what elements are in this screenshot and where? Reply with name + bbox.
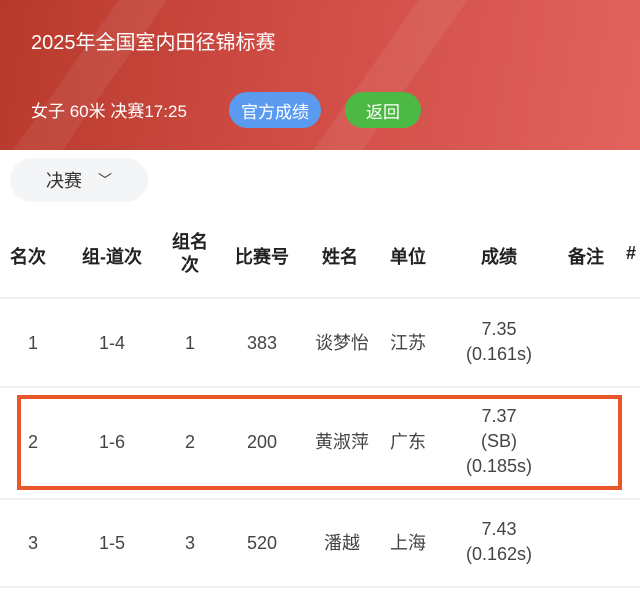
col-header-remark: 备注: [568, 247, 604, 267]
cell-unit: 江苏: [390, 333, 426, 353]
cell-result-time: 7.35: [481, 319, 517, 339]
col-header-rank: 名次: [10, 247, 46, 267]
col-header-unit: 单位: [390, 247, 426, 267]
round-select[interactable]: 决赛 ﹀: [10, 158, 148, 202]
cell-bib: 520: [246, 533, 278, 553]
cell-rank: 1: [27, 333, 39, 353]
col-header-name: 姓名: [322, 247, 358, 267]
cell-group-rank: 2: [184, 432, 196, 452]
row-divider: [0, 498, 640, 500]
row-divider: [0, 297, 640, 299]
col-header-bib: 比赛号: [235, 247, 289, 267]
chevron-down-icon: ﹀: [98, 172, 112, 188]
back-button[interactable]: 返回: [345, 92, 421, 128]
cell-lane: 1-6: [98, 432, 126, 452]
decor-stripe: [0, 0, 171, 150]
competition-title: 2025年全国室内田径锦标赛: [31, 32, 276, 54]
cell-result-reaction: (0.162s): [465, 544, 533, 564]
col-header-lane: 组-道次: [82, 247, 142, 267]
cell-name: 谈梦怡: [315, 333, 369, 353]
cell-group-rank: 1: [184, 333, 196, 353]
cell-result-reaction: (0.161s): [465, 344, 533, 364]
cell-bib: 200: [246, 432, 278, 452]
official-results-button[interactable]: 官方成绩: [229, 92, 321, 128]
cell-bib: 383: [246, 333, 278, 353]
cell-unit: 上海: [390, 533, 426, 553]
cell-rank: 3: [27, 533, 39, 553]
header-banner: 2025年全国室内田径锦标赛 女子 60米 决赛17:25 官方成绩 返回: [0, 0, 640, 150]
cell-lane: 1-4: [98, 333, 126, 353]
col-header-group-rank: 组名次: [172, 232, 208, 275]
round-select-value: 决赛: [46, 171, 82, 191]
cell-lane: 1-5: [98, 533, 126, 553]
cell-unit: 广东: [390, 432, 426, 452]
highlight-box: [17, 395, 622, 490]
cell-result-note: (SB): [481, 431, 517, 451]
row-divider: [0, 386, 640, 388]
cell-name: 潘越: [324, 533, 360, 553]
cell-result-time: 7.43: [481, 519, 517, 539]
cell-group-rank: 3: [184, 533, 196, 553]
cell-name: 黄淑萍: [315, 432, 369, 452]
col-header-hash: #: [625, 243, 637, 263]
cell-result-time: 7.37: [481, 406, 517, 426]
cell-result-reaction: (0.185s): [465, 456, 533, 476]
event-info: 女子 60米 决赛17:25: [31, 102, 187, 121]
row-divider: [0, 586, 640, 588]
cell-rank: 2: [27, 432, 39, 452]
col-header-result: 成绩: [481, 247, 517, 267]
